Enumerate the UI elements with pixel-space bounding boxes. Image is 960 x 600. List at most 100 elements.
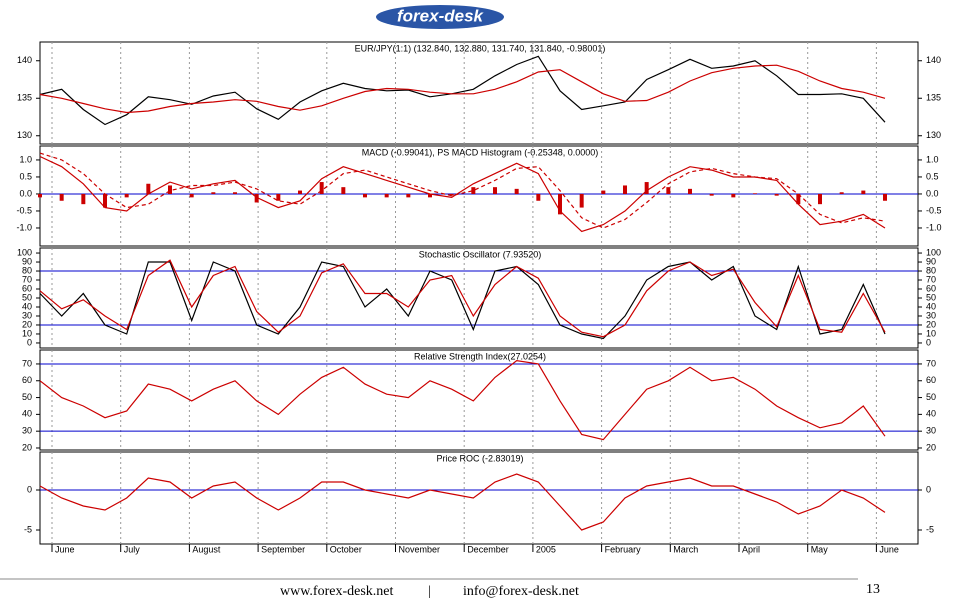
y-tick-label: 50 bbox=[22, 292, 32, 302]
panel-frame bbox=[39, 41, 919, 145]
histogram-bar bbox=[861, 190, 866, 194]
y-tick-label: 50 bbox=[22, 392, 32, 402]
y-tick-label-right: 50 bbox=[926, 392, 936, 402]
x-tick-label: December bbox=[467, 544, 509, 554]
y-tick-label-right: 50 bbox=[926, 292, 936, 302]
histogram-bar bbox=[753, 193, 757, 194]
histogram-bar bbox=[493, 187, 497, 194]
histogram-bar bbox=[644, 182, 649, 194]
y-tick-label: 70 bbox=[22, 274, 32, 284]
y-tick-label-right: 60 bbox=[926, 375, 936, 385]
panel-title: EUR/JPY(1:1) (132.840, 132.880, 131.740,… bbox=[355, 43, 606, 53]
footer-separator: | bbox=[428, 584, 431, 599]
histogram-bar bbox=[406, 193, 411, 198]
y-tick-label: -0.5 bbox=[16, 205, 32, 215]
y-tick-label-right: 30 bbox=[926, 310, 936, 320]
y-tick-label: 0.5 bbox=[19, 171, 32, 181]
y-tick-label: 70 bbox=[22, 358, 32, 368]
x-tick-label: November bbox=[399, 544, 441, 554]
histogram-bar bbox=[276, 193, 281, 201]
x-tick-label: March bbox=[673, 544, 698, 554]
y-tick-label: 0 bbox=[27, 337, 32, 347]
histogram-bar bbox=[168, 185, 172, 194]
histogram-bar bbox=[254, 193, 259, 203]
series-line bbox=[39, 261, 886, 340]
histogram-bar bbox=[601, 190, 606, 194]
panel-title: Price ROC (-2.83019) bbox=[436, 453, 523, 463]
y-tick-label: 0 bbox=[27, 484, 32, 494]
y-tick-label-right: 0 bbox=[926, 337, 931, 347]
y-tick-label-right: 140 bbox=[926, 55, 941, 65]
y-tick-label-right: 60 bbox=[926, 283, 936, 293]
y-tick-label: 0.0 bbox=[19, 188, 32, 198]
y-tick-label-right: 130 bbox=[926, 130, 941, 140]
panel-title: Stochastic Oscillator (7.93520) bbox=[419, 249, 542, 259]
y-tick-label-right: 90 bbox=[926, 256, 936, 266]
series-line bbox=[39, 155, 886, 233]
histogram-bar bbox=[839, 192, 844, 194]
y-tick-label-right: 40 bbox=[926, 409, 936, 419]
x-tick-label: October bbox=[330, 544, 362, 554]
logo-badge bbox=[376, 5, 504, 29]
histogram-bar bbox=[38, 193, 42, 198]
panel-frame bbox=[39, 145, 919, 247]
histogram-bar bbox=[883, 193, 887, 201]
x-tick-label: September bbox=[261, 544, 305, 554]
y-tick-label: -5 bbox=[24, 524, 32, 534]
series-line bbox=[39, 152, 886, 229]
y-tick-label-right: 135 bbox=[926, 93, 941, 103]
y-tick-label-right: 10 bbox=[926, 328, 936, 338]
histogram-bar bbox=[146, 183, 151, 194]
panel-frame bbox=[39, 451, 919, 545]
y-tick-label-right: -5 bbox=[926, 524, 934, 534]
panel-frame bbox=[39, 349, 919, 451]
y-tick-label-right: 1.0 bbox=[926, 154, 939, 164]
x-tick-label: February bbox=[605, 544, 642, 554]
y-tick-label: 100 bbox=[17, 247, 32, 257]
histogram-bar bbox=[428, 193, 432, 198]
y-tick-label: 20 bbox=[22, 442, 32, 452]
histogram-bar bbox=[211, 192, 216, 194]
histogram-bar bbox=[189, 193, 194, 198]
series-line bbox=[39, 473, 886, 531]
y-tick-label-right: 70 bbox=[926, 274, 936, 284]
histogram-bar bbox=[666, 187, 671, 194]
y-tick-label-right: 30 bbox=[926, 426, 936, 436]
histogram-bar bbox=[319, 182, 324, 194]
y-tick-label: 60 bbox=[22, 283, 32, 293]
x-tick-label: June bbox=[55, 544, 75, 554]
y-tick-label: 30 bbox=[22, 426, 32, 436]
histogram-bar bbox=[796, 193, 801, 205]
panel-title: MACD (-0.99041), PS MACD Histogram (-0.2… bbox=[362, 147, 599, 157]
histogram-bar bbox=[818, 193, 822, 205]
x-tick-label: August bbox=[192, 544, 221, 554]
y-tick-label-right: -1.0 bbox=[926, 222, 942, 232]
histogram-bar bbox=[124, 193, 129, 198]
histogram-bar bbox=[341, 187, 346, 194]
logo: forex-desk bbox=[397, 6, 485, 25]
y-tick-label: 10 bbox=[22, 328, 32, 338]
footer-email: info@forex-desk.net bbox=[463, 584, 579, 599]
y-tick-label-right: 80 bbox=[926, 265, 936, 275]
y-tick-label: 135 bbox=[17, 93, 32, 103]
footer-site: www.forex-desk.net bbox=[280, 584, 393, 599]
histogram-bar bbox=[81, 193, 86, 205]
y-tick-label-right: 20 bbox=[926, 319, 936, 329]
histogram-bar bbox=[384, 193, 389, 198]
y-tick-label: 1.0 bbox=[19, 154, 32, 164]
y-tick-label-right: 0 bbox=[926, 484, 931, 494]
y-tick-label-right: -0.5 bbox=[926, 205, 942, 215]
histogram-bar bbox=[103, 193, 107, 208]
series-line bbox=[39, 64, 886, 114]
histogram-bar bbox=[298, 190, 302, 194]
histogram-bar bbox=[363, 193, 367, 198]
histogram-bar bbox=[536, 193, 541, 201]
y-tick-label-right: 40 bbox=[926, 301, 936, 311]
y-tick-label-right: 100 bbox=[926, 247, 941, 257]
series-line bbox=[39, 259, 886, 338]
histogram-bar bbox=[558, 193, 562, 215]
x-tick-label: June bbox=[879, 544, 899, 554]
page-number: 13 bbox=[866, 582, 880, 597]
